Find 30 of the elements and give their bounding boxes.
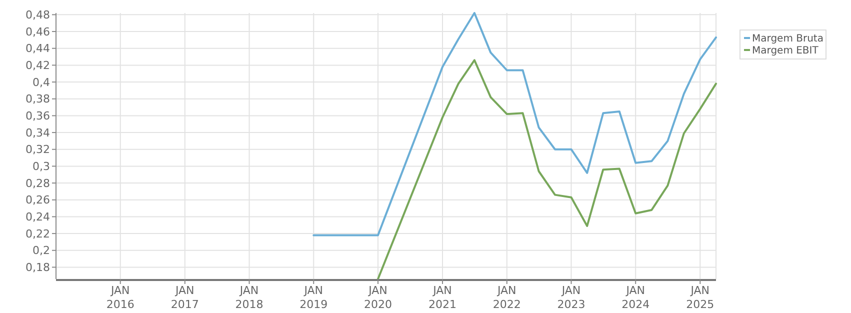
y-tick-label: 0,4	[32, 76, 50, 89]
x-tick-label: JAN 2023	[557, 284, 586, 311]
y-tick-label: 0,42	[26, 59, 50, 72]
y-tick-label: 0,26	[26, 194, 50, 207]
legend-label: Margem Bruta	[752, 34, 824, 44]
x-tick-label: JAN 2016	[106, 284, 134, 311]
x-tick-label: JAN 2021	[428, 284, 457, 311]
x-tick-label: JAN 2025	[686, 284, 714, 311]
y-tick-label: 0,3	[32, 160, 50, 174]
line-series	[376, 59, 717, 280]
x-tick-label: JAN 2024	[622, 284, 650, 311]
y-tick-label: 0,48	[26, 8, 50, 22]
y-tick-label: 0,44	[26, 42, 50, 56]
x-tick-label: JAN 2019	[300, 284, 328, 311]
x-tick-label: JAN 2020	[364, 284, 392, 311]
y-tick-label: 0,24	[26, 210, 50, 224]
y-tick-label: 0,32	[26, 143, 50, 156]
x-tick-label: JAN 2017	[170, 284, 199, 311]
y-tick-label: 0,46	[26, 25, 50, 38]
line-series	[312, 12, 717, 236]
y-tick-label: 0,36	[26, 110, 50, 123]
y-tick-label: 0,34	[26, 126, 50, 140]
legend-label: Margem EBIT	[752, 46, 820, 56]
y-tick-label: 0,22	[26, 227, 50, 240]
y-tick-label: 0,28	[26, 176, 50, 190]
x-tick-label: JAN 2022	[492, 284, 521, 311]
y-tick-label: 0,18	[26, 261, 50, 274]
x-tick-label: JAN 2018	[235, 284, 264, 311]
y-tick-label: 0,2	[32, 244, 50, 258]
y-tick-label: 0,38	[26, 92, 50, 106]
